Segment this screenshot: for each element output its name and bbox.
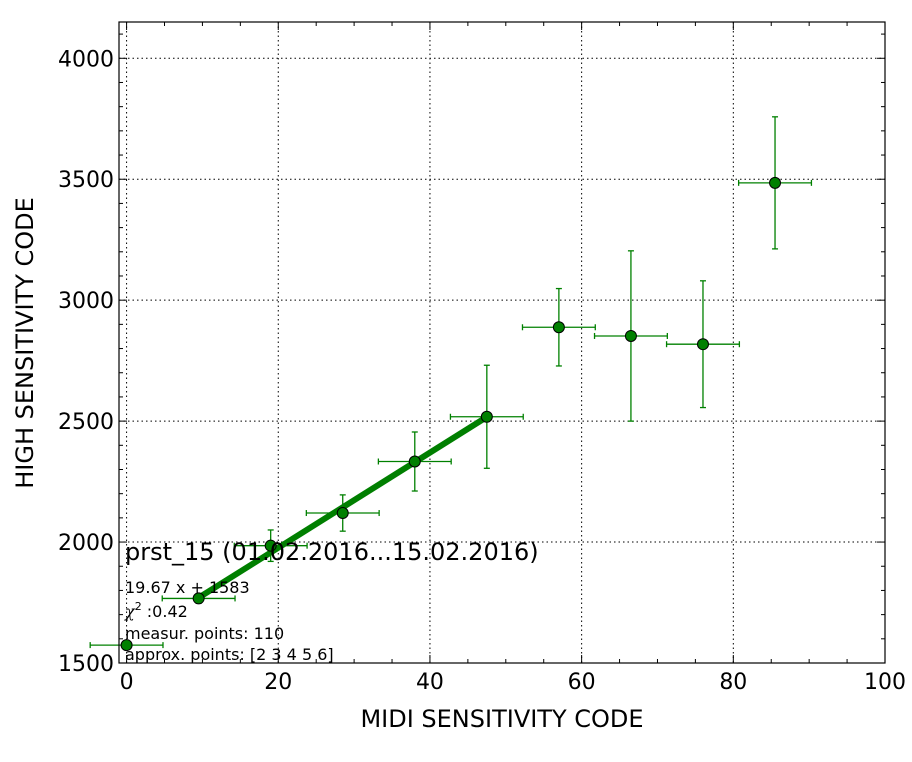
data-point <box>552 321 565 334</box>
annotation-measur-points: measur. points: 110 <box>125 624 284 643</box>
y-tick-label: 4000 <box>58 47 114 72</box>
x-tick-label: 100 <box>864 670 906 695</box>
data-point <box>264 539 277 552</box>
y-tick-label: 2000 <box>58 531 114 556</box>
y-tick-label: 1500 <box>58 652 114 677</box>
annotation-equation: 19.67 x + 1583 <box>125 578 250 597</box>
chi2-value: :0.42 <box>142 602 188 621</box>
chi2-symbol: χ <box>124 602 136 621</box>
annotation-title: prst_15 (01.02.2016...15.02.2016) <box>125 538 539 566</box>
data-point <box>408 455 421 468</box>
x-tick-label: 40 <box>416 670 444 695</box>
data-point <box>696 338 709 351</box>
annotation-approx-points: approx. points: [2 3 4 5 6] <box>125 645 334 664</box>
y-tick-label: 2500 <box>58 410 114 435</box>
y-tick-label: 3000 <box>58 289 114 314</box>
annotation-chi2: χ2 :0.42 <box>124 600 188 621</box>
error-bars <box>89 116 813 649</box>
y-tick-label: 3500 <box>58 168 114 193</box>
grid <box>119 22 885 663</box>
data-point <box>336 507 349 520</box>
x-axis-title: MIDI SENSITIVITY CODE <box>360 705 643 733</box>
x-tick-label: 20 <box>264 670 292 695</box>
y-tick-labels: 1500 2000 2500 3000 3500 4000 <box>58 47 114 677</box>
x-tick-label: 60 <box>568 670 596 695</box>
x-tick-labels: 0 20 40 60 80 100 <box>120 670 906 695</box>
chi2-superscript: 2 <box>135 600 142 613</box>
axis-ticks <box>119 22 886 664</box>
data-point <box>769 176 782 189</box>
data-point <box>480 410 493 423</box>
x-tick-label: 80 <box>719 670 747 695</box>
data-point <box>192 592 205 605</box>
data-point <box>120 639 133 652</box>
plot-frame <box>118 21 886 664</box>
data-point <box>624 329 637 342</box>
y-axis-title: HIGH SENSITIVITY CODE <box>11 197 39 489</box>
data-points <box>120 176 782 652</box>
x-tick-label: 0 <box>120 670 134 695</box>
